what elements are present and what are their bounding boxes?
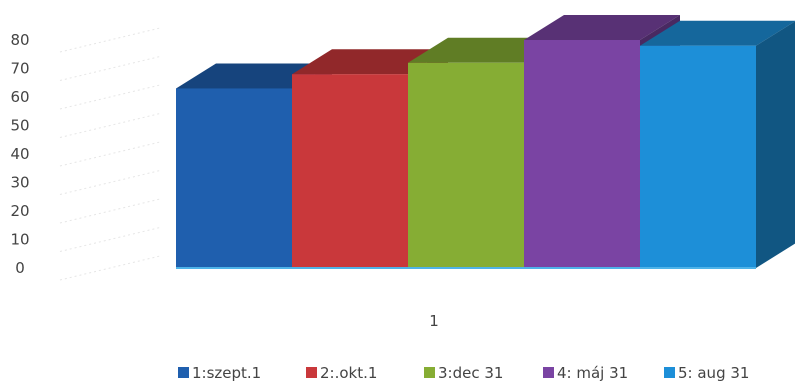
y-tick-label: 10 bbox=[10, 231, 29, 249]
y-tick-label: 60 bbox=[10, 88, 29, 106]
legend-swatch bbox=[664, 367, 675, 378]
gridline bbox=[59, 113, 161, 138]
bar-top bbox=[524, 15, 680, 40]
legend-item: 5: aug 31 bbox=[664, 364, 749, 382]
legend-item: 4: máj 31 bbox=[543, 364, 628, 382]
bar-front bbox=[408, 62, 524, 268]
gridline bbox=[59, 170, 161, 195]
legend-label: 3:dec 31 bbox=[438, 364, 503, 382]
y-axis-ticks: 0 10 20 30 40 50 60 70 80 bbox=[10, 31, 29, 277]
legend-label: 4: máj 31 bbox=[557, 364, 628, 382]
gridline bbox=[59, 227, 161, 252]
x-category-label: 1 bbox=[429, 312, 439, 330]
legend-label: 5: aug 31 bbox=[678, 364, 749, 382]
gridline bbox=[59, 84, 161, 110]
bars bbox=[176, 15, 795, 269]
gridlines bbox=[59, 27, 161, 281]
legend-item: 1:szept.1 bbox=[178, 364, 261, 382]
bar-front bbox=[176, 88, 292, 268]
legend-item: 2:.okt.1 bbox=[306, 364, 377, 382]
legend-swatch bbox=[178, 367, 189, 378]
bar-top bbox=[640, 20, 795, 46]
bar-front bbox=[640, 45, 756, 269]
x-axis-categories: 1 bbox=[429, 312, 439, 330]
legend-swatch bbox=[424, 367, 435, 378]
bar-front bbox=[292, 74, 408, 268]
y-tick-label: 30 bbox=[10, 174, 29, 192]
y-tick-label: 70 bbox=[10, 60, 29, 78]
gridline bbox=[59, 198, 161, 224]
y-tick-label: 0 bbox=[15, 259, 25, 277]
legend-item: 3:dec 31 bbox=[424, 364, 503, 382]
bar-front bbox=[524, 40, 640, 268]
y-tick-label: 20 bbox=[10, 202, 29, 220]
y-tick-label: 40 bbox=[10, 145, 29, 163]
gridline bbox=[59, 141, 161, 167]
legend-swatch bbox=[306, 367, 317, 378]
legend-swatch bbox=[543, 367, 554, 378]
legend-label: 2:.okt.1 bbox=[320, 364, 377, 382]
legend: 1:szept.1 2:.okt.1 3:dec 31 4: máj 31 5: aug… bbox=[178, 364, 749, 382]
legend-label: 1:szept.1 bbox=[192, 364, 261, 382]
gridline bbox=[59, 255, 161, 281]
gridline bbox=[59, 27, 161, 53]
y-tick-label: 80 bbox=[10, 31, 29, 49]
gridline bbox=[59, 56, 161, 81]
y-tick-label: 50 bbox=[10, 117, 29, 135]
bar-side bbox=[756, 21, 795, 268]
bar bbox=[640, 20, 795, 269]
